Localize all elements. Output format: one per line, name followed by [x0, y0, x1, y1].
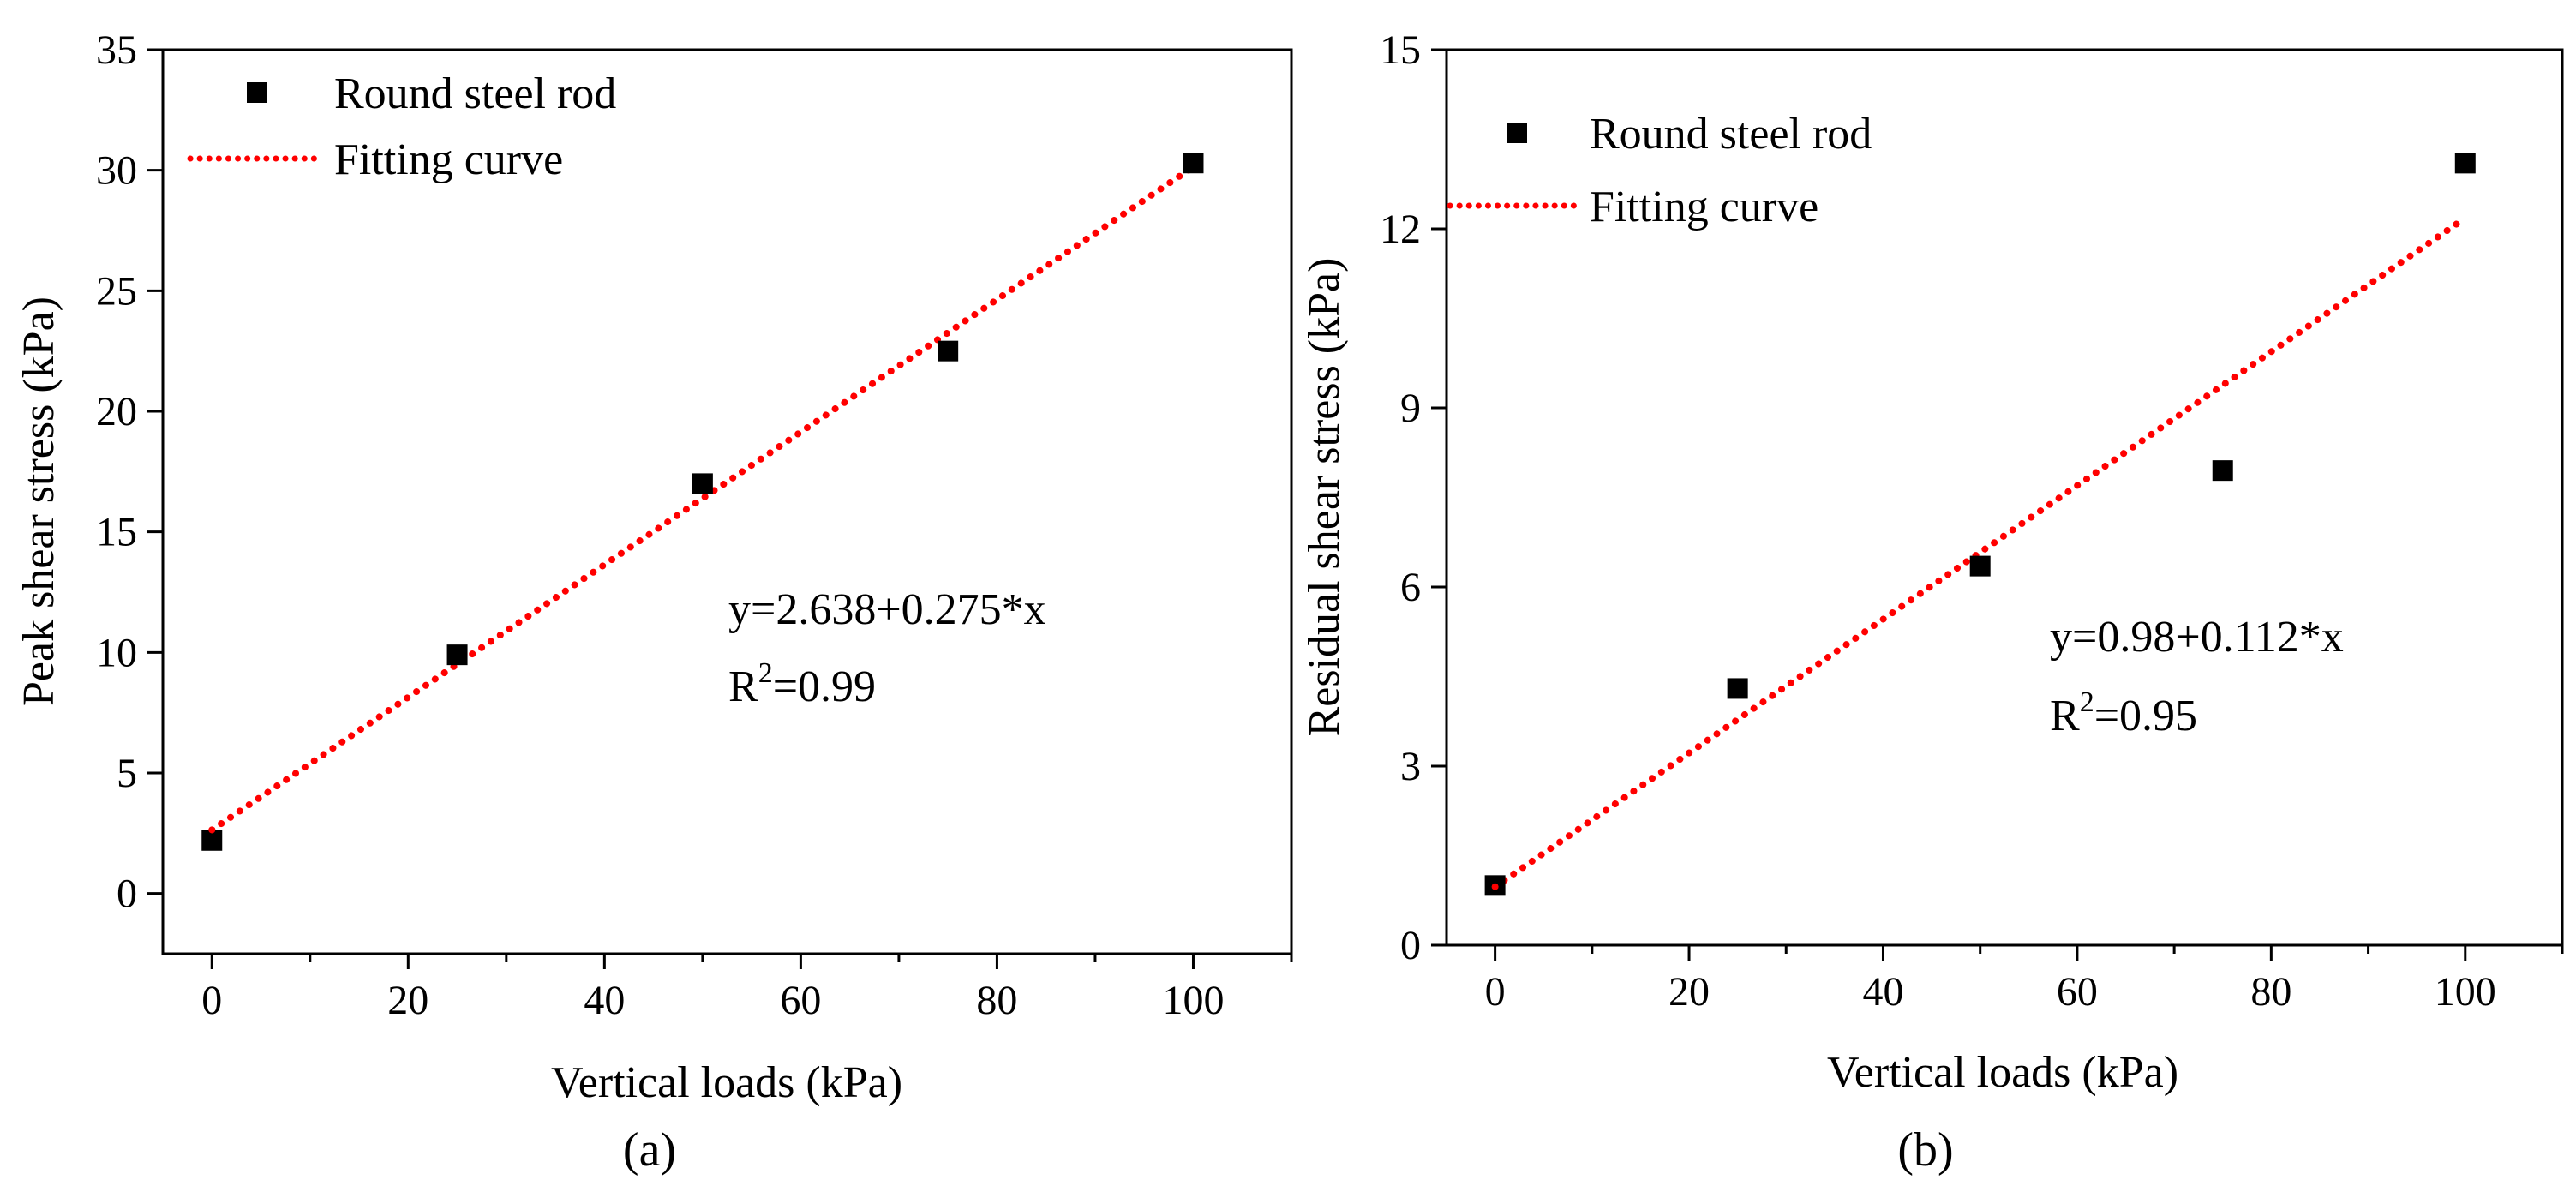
panel-b-data-point-1 [1727, 678, 1748, 699]
panel-a-y-tick-label-3: 15 [96, 510, 137, 555]
panel-b-y-axis-title: Residual shear stress (kPa) [1300, 258, 1349, 737]
panel-a-ticks: 0 20 40 60 80 100 0 5 10 15 20 25 30 35 [96, 27, 1293, 1023]
panel-a-y-tick-label-6: 30 [96, 148, 137, 194]
panel-b-y-tick-label-2: 6 [1400, 565, 1421, 610]
chart-panel-b: 0 20 40 60 80 100 0 3 6 9 12 15 Vertical loads (kPa… [1300, 27, 2564, 1177]
panel-a-data-point-1 [446, 644, 468, 666]
panel-b-x-axis-title: Vertical loads (kPa) [1827, 1048, 2178, 1097]
panel-a-x-tick-label-1: 20 [387, 978, 428, 1023]
panel-b-r-squared: R2=0.95 [2050, 686, 2197, 740]
panel-a-r2-superscript: 2 [758, 657, 773, 689]
panel-a-fitting-curve-start [208, 826, 216, 834]
panel-a-y-tick-label-5: 25 [96, 268, 137, 314]
panel-b-x-tick-label-4: 80 [2250, 969, 2291, 1015]
panel-b-y-tick-label-3: 9 [1400, 386, 1421, 431]
panel-a-y-axis-title: Peak shear stress (kPa) [15, 297, 63, 706]
panel-a-x-tick-label-3: 60 [780, 978, 821, 1023]
panel-a-legend-label-fit: Fitting curve [334, 135, 563, 184]
panel-b-label: (b) [1897, 1123, 1953, 1177]
panel-b-data-point-2 [1969, 555, 1991, 577]
panel-a-y-tick-label-2: 10 [96, 630, 137, 675]
panel-b-x-tick-label-0: 0 [1485, 969, 1506, 1015]
panel-a-legend-label-points: Round steel rod [334, 69, 616, 118]
chart-panel-a: 0 20 40 60 80 100 0 5 10 15 20 25 30 35 Vertical load… [15, 27, 1293, 1177]
panel-b-marks [1484, 153, 2476, 896]
panel-a-r-squared: R2=0.99 [728, 657, 876, 711]
panel-b-x-tick-label-3: 60 [2057, 969, 2098, 1015]
panel-a-r2-value: =0.99 [773, 662, 876, 711]
panel-b-legend-label-fit: Fitting curve [1590, 183, 1818, 231]
panel-a-y-tick-label-0: 0 [117, 872, 137, 917]
panel-a-data-point-3 [938, 340, 959, 362]
panel-a-x-tick-label-5: 100 [1162, 978, 1224, 1023]
panel-b-fitting-curve-start [1491, 883, 1499, 890]
panel-b-r2-prefix: R [2050, 692, 2080, 740]
panel-a-x-tick-label-4: 80 [976, 978, 1017, 1023]
panel-b-ticks: 0 20 40 60 80 100 0 3 6 9 12 15 [1380, 27, 2564, 1015]
panel-a-data-point-2 [692, 473, 713, 494]
panel-b-x-tick-label-2: 40 [1862, 969, 1903, 1015]
panel-a-x-tick-label-0: 0 [201, 978, 222, 1023]
panel-a-x-tick-label-2: 40 [584, 978, 625, 1023]
panel-b-r2-value: =0.95 [2094, 692, 2197, 740]
panel-a-fitting-curve [208, 163, 1197, 834]
panel-a-fit-equation: y=2.638+0.275*x [728, 585, 1046, 634]
panel-a-r2-prefix: R [728, 662, 758, 711]
panel-a-y-tick-label-1: 5 [117, 751, 137, 796]
panel-b-legend-marker-square [1507, 123, 1527, 143]
panel-a-y-tick-label-4: 20 [96, 389, 137, 434]
panel-a-x-axis-title: Vertical loads (kPa) [551, 1058, 902, 1107]
panel-b-fitting-curve [1491, 214, 2469, 890]
panel-a-legend: Round steel rod Fitting curve [187, 69, 616, 184]
panel-b-r2-superscript: 2 [2080, 686, 2094, 718]
panel-b-fit-annotation: y=0.98+0.112*x R2=0.95 [2050, 613, 2344, 740]
panel-b-y-tick-label-4: 12 [1380, 207, 1421, 252]
panel-b-legend-label-points: Round steel rod [1590, 110, 1872, 159]
panel-b-plot-frame [1445, 48, 2564, 947]
panel-b-x-tick-label-1: 20 [1668, 969, 1710, 1015]
panel-a-data-point-4 [1183, 153, 1204, 174]
panel-a-y-tick-label-7: 35 [96, 27, 137, 73]
panel-a-legend-marker-square [247, 82, 267, 103]
panel-b-legend: Round steel rod Fitting curve [1447, 110, 1872, 231]
panel-a-fit-annotation: y=2.638+0.275*x R2=0.99 [728, 585, 1046, 711]
panel-b-data-point-3 [2212, 460, 2233, 482]
panel-b-y-tick-label-0: 0 [1400, 923, 1421, 968]
panel-a-data-point-0 [201, 830, 223, 851]
panel-b-data-point-4 [2454, 153, 2476, 174]
panel-a-marks [201, 153, 1204, 851]
panel-b-x-tick-label-5: 100 [2435, 969, 2496, 1015]
panel-b-fit-equation: y=0.98+0.112*x [2050, 613, 2344, 662]
panel-a-plot-frame [161, 48, 1293, 955]
panel-b-y-tick-label-5: 15 [1380, 27, 1421, 73]
panel-a-label: (a) [623, 1123, 676, 1177]
panel-b-y-tick-label-1: 3 [1400, 744, 1421, 789]
